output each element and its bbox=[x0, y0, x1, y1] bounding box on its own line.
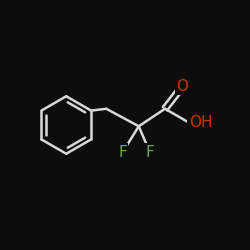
Text: O: O bbox=[176, 79, 188, 94]
Text: F: F bbox=[118, 145, 127, 160]
Text: OH: OH bbox=[189, 115, 212, 130]
Text: F: F bbox=[146, 145, 154, 160]
